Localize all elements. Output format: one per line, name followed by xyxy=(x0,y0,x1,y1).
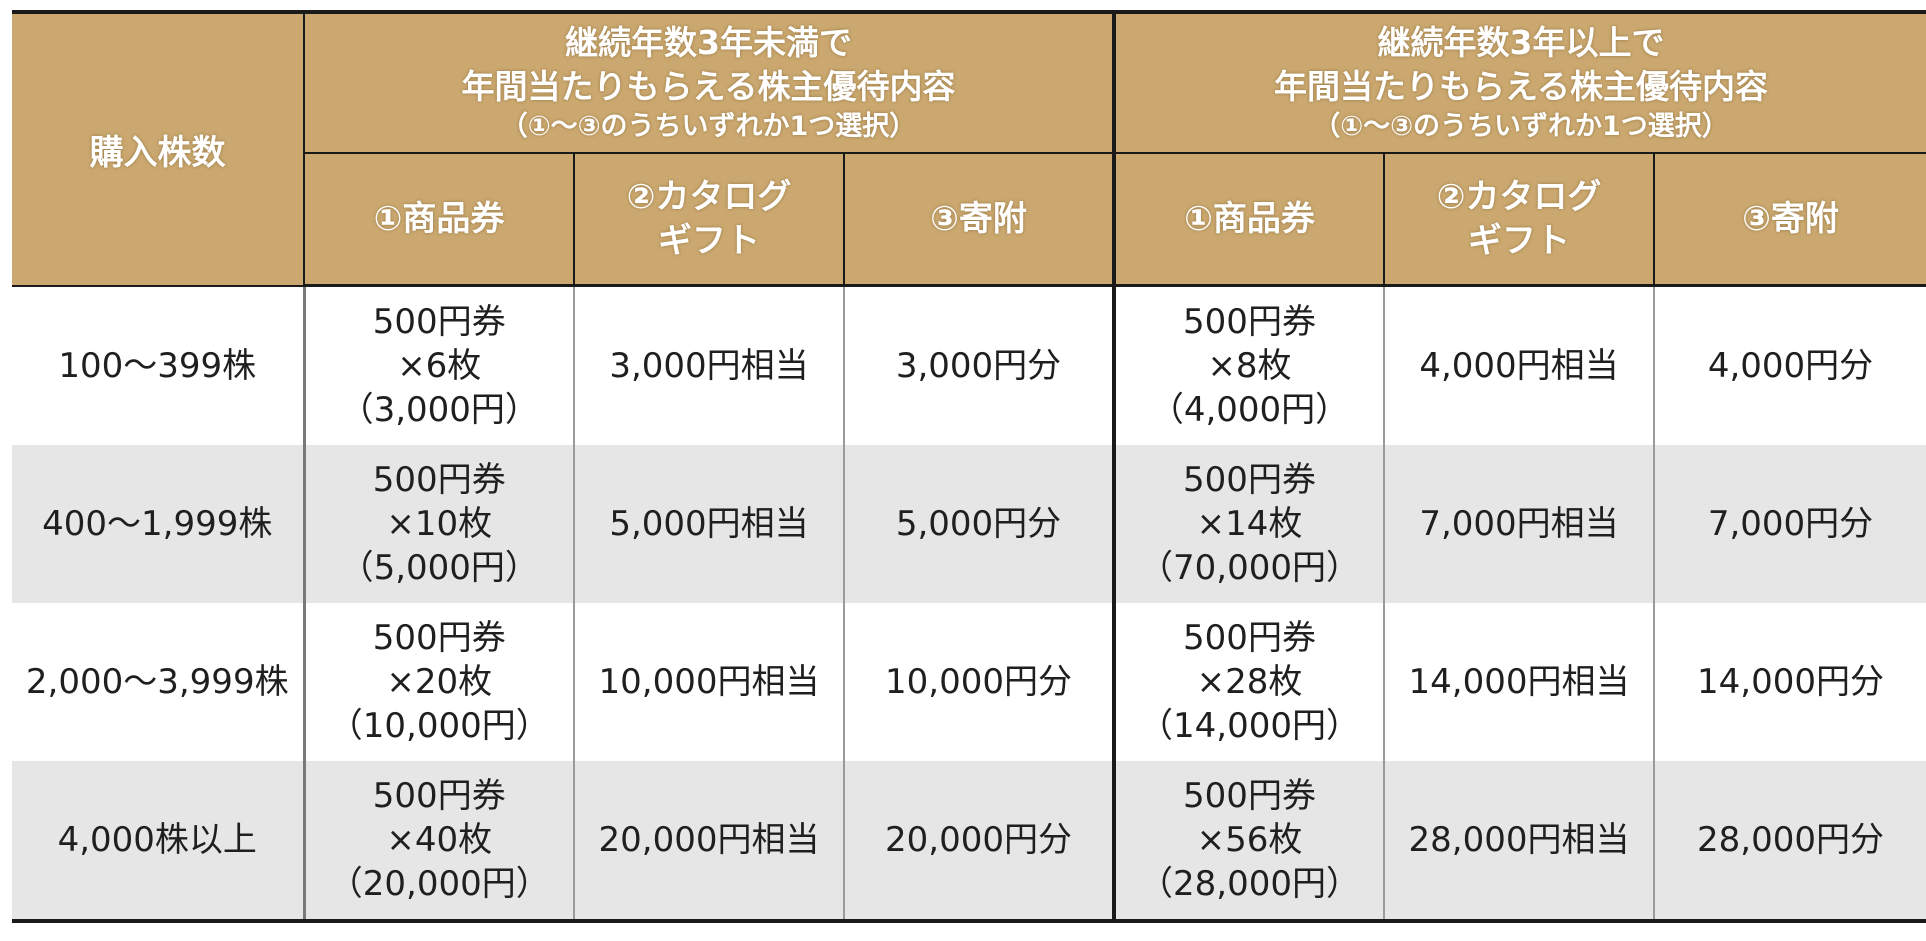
sub-header-b-voucher: ①商品券 xyxy=(1112,152,1385,287)
sub-header-b-catalog-line1: ②カタログ xyxy=(1436,177,1602,217)
donation-cell-under-3: 10,000円分 xyxy=(843,603,1115,761)
benefits-table-container: 購入株数 継続年数3年未満で 年間当たりもらえる株主優待内容 （①～③のうちいず… xyxy=(12,10,1926,923)
shares-cell: 4,000株以上 xyxy=(12,761,305,923)
voucher-cell-over-3: 500円券 ×8枚 （4,000円） xyxy=(1112,285,1385,445)
sub-header-a-catalog-line1: ②カタログ xyxy=(626,177,792,217)
catalog-cell-over-3: 14,000円相当 xyxy=(1383,603,1655,761)
voucher-total: （14,000円） xyxy=(1139,706,1360,746)
header-row-groups: 購入株数 継続年数3年未満で 年間当たりもらえる株主優待内容 （①～③のうちいず… xyxy=(12,10,1926,287)
shares-column-header: 購入株数 xyxy=(12,10,305,287)
sub-header-a-catalog-line2: ギフト xyxy=(658,221,760,261)
voucher-denomination: 500円券 xyxy=(1183,460,1316,500)
catalog-cell-over-3: 4,000円相当 xyxy=(1383,285,1655,445)
group-header-under-3-note: （①～③のうちいずれか1つ選択） xyxy=(500,111,917,142)
group-header-under-3-line1: 継続年数3年未満で xyxy=(565,23,852,62)
voucher-cell-under-3: 500円券 ×6枚 （3,000円） xyxy=(302,285,575,445)
table-row: 4,000株以上 500円券 ×40枚 （20,000円） 20,000円相当 … xyxy=(12,761,1926,923)
donation-cell-over-3: 14,000円分 xyxy=(1652,603,1926,761)
catalog-cell-over-3: 7,000円相当 xyxy=(1383,445,1655,603)
voucher-denomination: 500円券 xyxy=(1183,302,1316,342)
sub-header-b-catalog-line2: ギフト xyxy=(1468,221,1570,261)
voucher-count: ×10枚 xyxy=(386,504,493,544)
catalog-cell-under-3: 20,000円相当 xyxy=(573,761,845,923)
voucher-total: （5,000円） xyxy=(339,548,539,588)
table-row: 100～399株 500円券 ×6枚 （3,000円） 3,000円相当 3,0… xyxy=(12,285,1926,445)
voucher-denomination: 500円券 xyxy=(1183,776,1316,816)
donation-cell-under-3: 5,000円分 xyxy=(843,445,1115,603)
group-header-over-3-years: 継続年数3年以上で 年間当たりもらえる株主優待内容 （①～③のうちいずれか1つ選… xyxy=(1111,10,1926,154)
donation-cell-under-3: 3,000円分 xyxy=(843,285,1115,445)
group-header-over-3-line1: 継続年数3年以上で xyxy=(1377,23,1665,62)
catalog-cell-under-3: 10,000円相当 xyxy=(573,603,845,761)
table-header: 購入株数 継続年数3年未満で 年間当たりもらえる株主優待内容 （①～③のうちいず… xyxy=(12,10,1926,287)
group-header-over-3-note: （①～③のうちいずれか1つ選択） xyxy=(1313,111,1729,142)
voucher-count: ×28枚 xyxy=(1196,662,1303,702)
group-header-under-3-years: 継続年数3年未満で 年間当たりもらえる株主優待内容 （①～③のうちいずれか1つ選… xyxy=(303,10,1115,154)
voucher-cell-under-3: 500円券 ×20枚 （10,000円） xyxy=(302,603,575,761)
voucher-cell-over-3: 500円券 ×28枚 （14,000円） xyxy=(1112,603,1385,761)
shares-cell: 2,000～3,999株 xyxy=(12,603,305,761)
donation-cell-under-3: 20,000円分 xyxy=(843,761,1115,923)
catalog-cell-over-3: 28,000円相当 xyxy=(1383,761,1655,923)
sub-header-b-donation: ③寄附 xyxy=(1652,152,1926,287)
voucher-cell-over-3: 500円券 ×14枚 （70,000円） xyxy=(1112,445,1385,603)
table-row: 400～1,999株 500円券 ×10枚 （5,000円） 5,000円相当 … xyxy=(12,445,1926,603)
voucher-denomination: 500円券 xyxy=(372,460,506,500)
table-row: 2,000～3,999株 500円券 ×20枚 （10,000円） 10,000… xyxy=(12,603,1926,761)
voucher-count: ×14枚 xyxy=(1196,504,1303,544)
voucher-count: ×20枚 xyxy=(386,662,493,702)
donation-cell-over-3: 4,000円分 xyxy=(1652,285,1926,445)
voucher-total: （10,000円） xyxy=(328,706,550,746)
voucher-total: （20,000円） xyxy=(328,864,550,904)
group-header-over-3-line2: 年間当たりもらえる株主優待内容 xyxy=(1274,67,1769,106)
voucher-count: ×40枚 xyxy=(386,820,493,860)
shares-cell: 400～1,999株 xyxy=(12,445,305,603)
voucher-total: （28,000円） xyxy=(1139,864,1360,904)
voucher-total: （70,000円） xyxy=(1139,548,1360,588)
sub-header-a-donation: ③寄附 xyxy=(843,152,1115,287)
shareholder-benefits-table: 購入株数 継続年数3年未満で 年間当たりもらえる株主優待内容 （①～③のうちいず… xyxy=(12,10,1926,923)
voucher-total: （3,000円） xyxy=(339,390,539,430)
voucher-denomination: 500円券 xyxy=(372,302,506,342)
voucher-cell-under-3: 500円券 ×40枚 （20,000円） xyxy=(302,761,575,923)
shares-cell: 100～399株 xyxy=(12,285,305,445)
voucher-denomination: 500円券 xyxy=(372,618,506,658)
voucher-denomination: 500円券 xyxy=(372,776,506,816)
catalog-cell-under-3: 5,000円相当 xyxy=(573,445,845,603)
sub-header-a-voucher: ①商品券 xyxy=(303,152,575,287)
voucher-cell-over-3: 500円券 ×56枚 （28,000円） xyxy=(1112,761,1385,923)
sub-header-b-catalog: ②カタログ ギフト xyxy=(1383,152,1655,287)
voucher-count: ×56枚 xyxy=(1196,820,1303,860)
voucher-count: ×8枚 xyxy=(1207,346,1292,386)
voucher-denomination: 500円券 xyxy=(1183,618,1316,658)
donation-cell-over-3: 28,000円分 xyxy=(1652,761,1926,923)
voucher-total: （4,000円） xyxy=(1149,390,1350,430)
table-body: 100～399株 500円券 ×6枚 （3,000円） 3,000円相当 3,0… xyxy=(12,285,1926,923)
catalog-cell-under-3: 3,000円相当 xyxy=(573,285,845,445)
voucher-count: ×6枚 xyxy=(397,346,482,386)
sub-header-a-catalog: ②カタログ ギフト xyxy=(573,152,845,287)
donation-cell-over-3: 7,000円分 xyxy=(1652,445,1926,603)
group-header-under-3-line2: 年間当たりもらえる株主優待内容 xyxy=(461,67,956,106)
header-row-options: ①商品券 ②カタログ ギフト ③寄附 ①商品券 ②カタログ ギフト ③寄附 xyxy=(12,152,1926,287)
voucher-cell-under-3: 500円券 ×10枚 （5,000円） xyxy=(302,445,575,603)
